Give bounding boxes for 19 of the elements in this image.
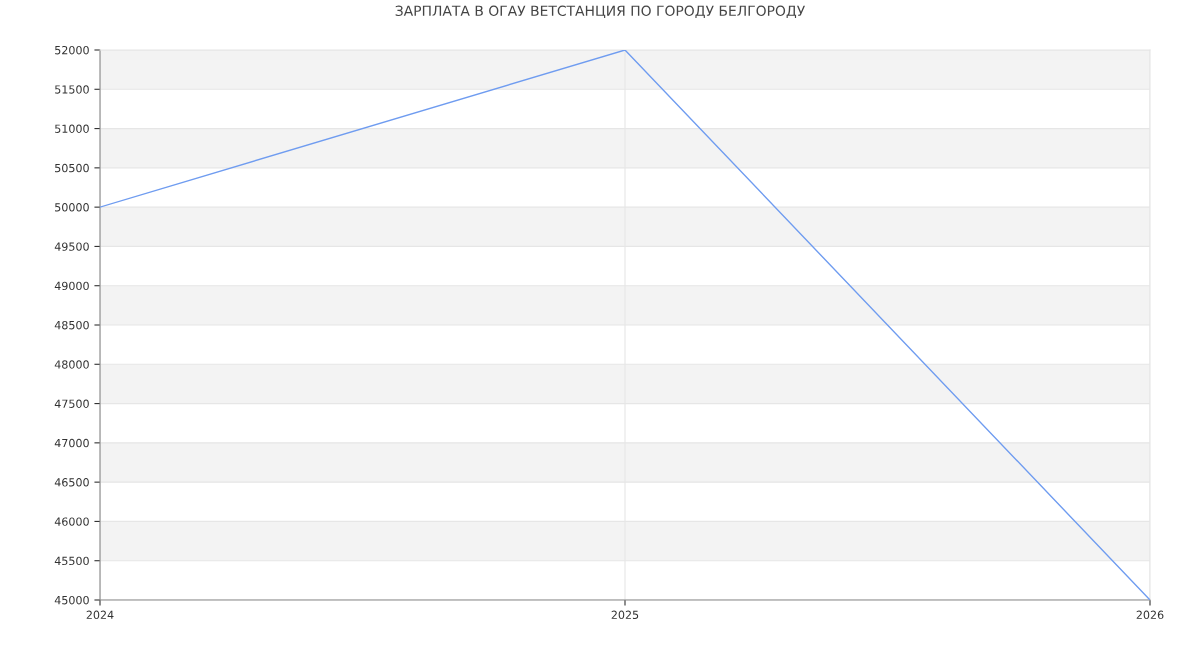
x-tick-label: 2024 [86,610,114,620]
y-tick-label: 48500 [54,320,89,330]
y-tick-label: 47500 [54,399,89,408]
y-tick-label: 50500 [55,163,89,173]
y-tick-label: 49500 [54,242,89,251]
y-tick-label: 45000 [54,595,89,605]
x-tick-label: 2026 [1136,610,1164,620]
chart-title: ЗАРПЛАТА В ОГАУ ВЕТСТАНЦИЯ ПО ГОРОДУ БЕЛГОРОДУ [395,5,805,19]
y-tick-label: 48000 [54,360,89,369]
y-tick-label: 46500 [54,478,89,487]
y-tick-label: 50000 [55,203,89,212]
y-tick-label: 52000 [55,45,89,55]
x-tick-label: 2025 [611,610,639,620]
y-tick-label: 51000 [55,124,89,133]
y-tick-label: 51500 [55,85,89,94]
y-tick-label: 46000 [54,517,89,526]
y-tick-label: 45500 [54,556,89,566]
y-tick-label: 49000 [54,281,89,291]
y-tick-label: 47000 [54,438,89,448]
